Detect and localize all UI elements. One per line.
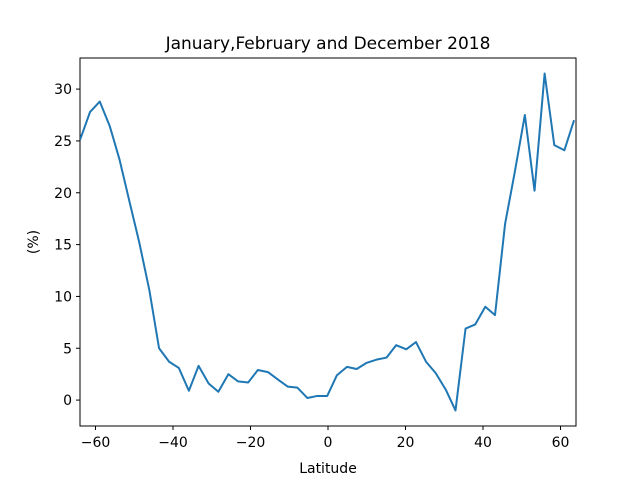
y-tick-label: 30 <box>54 82 72 98</box>
chart-title: January,February and December 2018 <box>165 34 491 54</box>
y-tick-label: 5 <box>63 341 72 357</box>
y-tick-label: 0 <box>63 393 72 409</box>
x-tick-label: −20 <box>236 435 266 451</box>
y-tick-label: 15 <box>54 238 72 254</box>
x-tick-label: 20 <box>397 435 415 451</box>
x-tick-label: −40 <box>158 435 188 451</box>
y-tick-label: 25 <box>54 134 72 150</box>
y-tick-label: 10 <box>54 289 72 305</box>
x-tick-label: −60 <box>81 435 111 451</box>
y-axis: 0 5 10 15 20 25 30 <box>54 82 80 409</box>
y-axis-title: (%) <box>26 230 42 254</box>
y-tick-label: 20 <box>54 186 72 202</box>
x-tick-label: 60 <box>552 435 570 451</box>
series-layer <box>80 72 576 412</box>
x-axis-title: Latitude <box>299 461 357 477</box>
x-axis: −60 −40 −20 0 20 40 60 <box>81 426 570 451</box>
plot-area-frame <box>79 57 577 427</box>
data-series-line <box>80 72 576 412</box>
x-tick-label: 0 <box>324 435 333 451</box>
x-tick-label: 40 <box>474 435 492 451</box>
